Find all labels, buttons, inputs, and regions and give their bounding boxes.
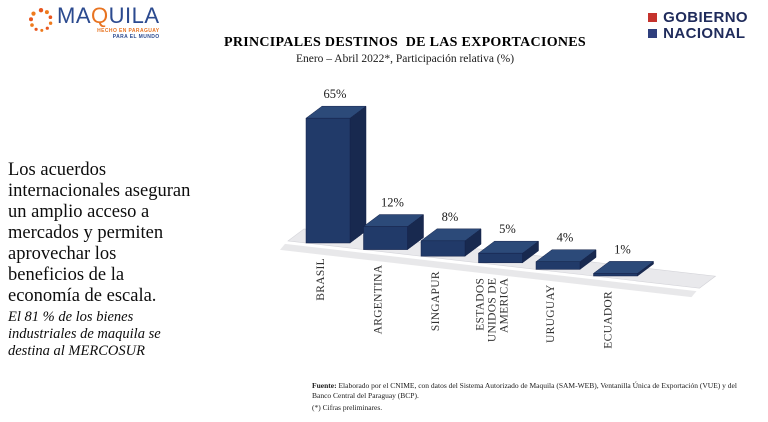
maquila-dots-icon (29, 8, 53, 32)
source-label: Fuente: (312, 381, 337, 390)
value-label: 4% (557, 231, 574, 245)
category-label: URUGUAY (545, 284, 557, 343)
category-label: ECUADOR (603, 291, 615, 349)
bar-singapur (420, 240, 466, 257)
category-label: UNIDOS DE (487, 278, 499, 342)
category-label: ARGENTINA (373, 264, 385, 334)
gobierno-text: GOBIERNO (663, 9, 748, 26)
source-note: Fuente: Elaborado por el CNIME, con dato… (312, 381, 750, 401)
gobierno-nacional-logo: GOBIERNO NACIONAL (648, 10, 748, 41)
floor-shadow (280, 243, 697, 298)
value-label: 5% (499, 222, 516, 236)
category-label: BRASIL (315, 258, 327, 301)
value-label: 12% (381, 196, 404, 210)
left-commentary-paragraph: Los acuerdos internacionales aseguran un… (8, 160, 191, 306)
chart-title: PRINCIPALES DESTINOS DE LAS EXPORTACIONE… (223, 35, 587, 50)
bar-argentina (363, 226, 408, 250)
source-text: Elaborado por el CNIME, con datos del Si… (312, 381, 737, 400)
bar-ecuador (593, 273, 638, 277)
maquila-wordmark: MAQUILA (57, 3, 160, 28)
value-label: 8% (442, 210, 459, 224)
category-label: ESTADOS (475, 278, 487, 331)
maquila-tagline-1: HECHO EN PARAGUAY (97, 28, 160, 34)
preliminary-note: (*) Cifras preliminares. (312, 403, 383, 412)
red-square-icon (648, 13, 658, 22)
maquila-tagline-2: PARA EL MUNDO (112, 34, 160, 40)
category-label: SINGAPUR (430, 271, 442, 331)
value-label: 1% (614, 242, 631, 256)
maquila-logo: MAQUILA HECHO EN PARAGUAY PARA EL MUNDO (28, 4, 160, 40)
nacional-text: NACIONAL (663, 25, 746, 42)
value-label: 65% (324, 87, 347, 101)
bar-estados-unidos-de-america (478, 252, 523, 264)
chart-subtitle: Enero – Abril 2022*, Participación relat… (295, 53, 515, 65)
bar-uruguay (535, 261, 581, 270)
blue-square-icon (648, 29, 658, 38)
left-commentary-note: El 81 % de los bienes industriales de ma… (8, 309, 161, 359)
bar-side-brasil (349, 105, 367, 244)
bar-brasil (305, 117, 351, 244)
category-label: AMERICA (499, 277, 511, 333)
